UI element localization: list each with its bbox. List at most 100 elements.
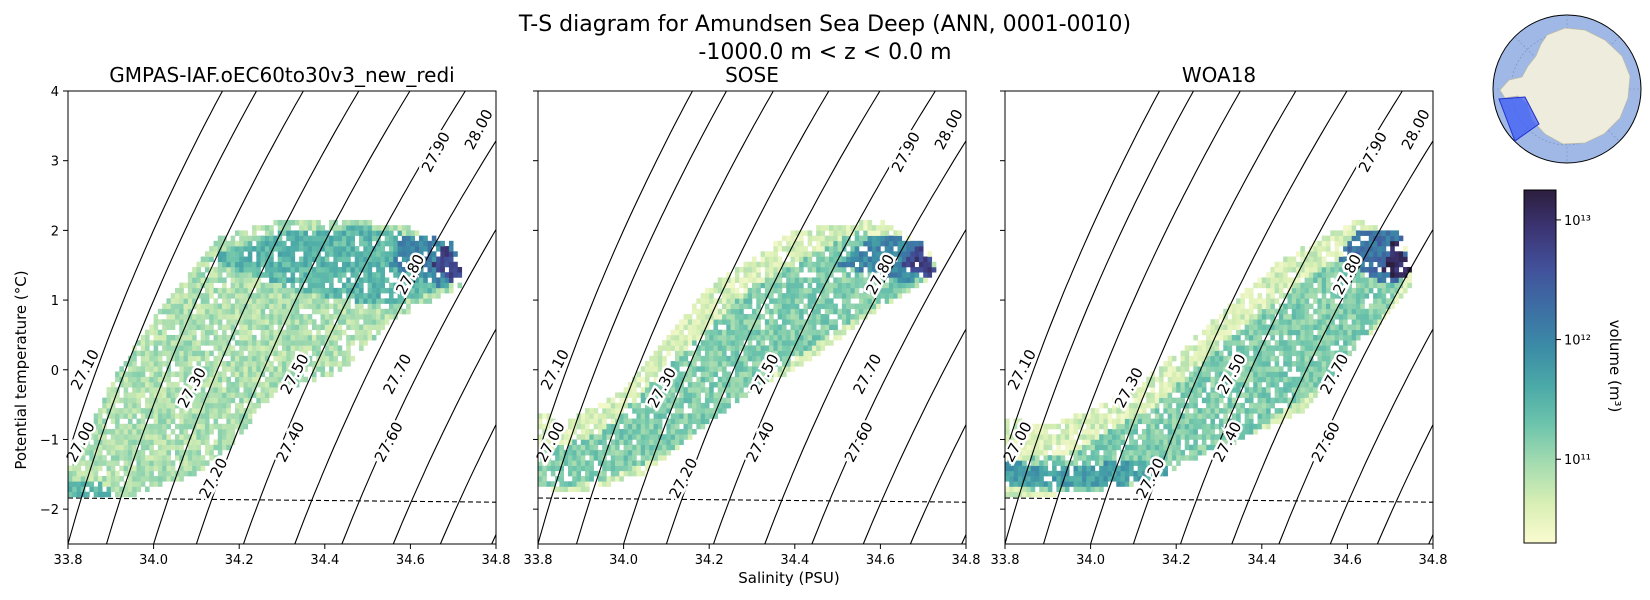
heatmap-cell — [440, 266, 445, 273]
heatmap-cell — [1214, 387, 1220, 393]
heatmap-cell — [179, 444, 184, 451]
heatmap-cell — [1154, 444, 1160, 451]
heatmap-cell — [906, 240, 911, 247]
heatmap-cell — [846, 230, 851, 236]
heatmap-cell — [1159, 439, 1164, 445]
heatmap-cell — [1099, 470, 1104, 477]
heatmap-cell — [204, 460, 210, 466]
heatmap-cell — [311, 350, 317, 357]
heatmap-cell — [1171, 371, 1177, 378]
heatmap-cell — [436, 240, 441, 247]
heatmap-cell — [1270, 314, 1275, 320]
heatmap-cell — [264, 355, 270, 362]
heatmap-cell — [1159, 455, 1164, 461]
heatmap-cell — [803, 350, 808, 357]
heatmap-cell — [363, 340, 368, 346]
heatmap-cell — [175, 298, 180, 304]
heatmap-cell — [632, 455, 637, 461]
heatmap-cell — [277, 350, 283, 357]
heatmap-cell — [1120, 402, 1126, 409]
heatmap-cell — [752, 334, 757, 341]
heatmap-cell — [756, 350, 761, 357]
heatmap-cell — [692, 329, 697, 336]
heatmap-cell — [777, 345, 783, 351]
heatmap-cell — [247, 418, 253, 425]
heatmap-cell — [816, 282, 821, 289]
heatmap-cell — [204, 277, 210, 283]
heatmap-cell — [247, 340, 253, 346]
heatmap-cell — [1116, 429, 1121, 435]
heatmap-cell — [222, 235, 227, 242]
heatmap-cell — [320, 287, 326, 294]
heatmap-cell — [183, 418, 189, 425]
heatmap-cell — [162, 334, 167, 341]
heatmap-cell — [418, 235, 424, 242]
heatmap-cell — [239, 246, 244, 252]
heatmap-cell — [110, 429, 116, 435]
heatmap-cell — [777, 240, 783, 247]
heatmap-cell — [187, 460, 193, 466]
heatmap-cell — [1219, 423, 1224, 430]
heatmap-cell — [183, 361, 189, 367]
heatmap-cell — [196, 266, 201, 273]
heatmap-cell — [1223, 366, 1228, 372]
heatmap-cell — [871, 266, 877, 273]
panel-title: SOSE — [725, 63, 779, 87]
heatmap-cell — [1223, 413, 1228, 419]
heatmap-cell — [546, 444, 552, 451]
heatmap-cell — [260, 282, 266, 289]
heatmap-cell — [623, 449, 629, 456]
heatmap-cell — [743, 287, 749, 294]
heatmap-cell — [623, 429, 629, 435]
heatmap-cell — [816, 266, 821, 273]
heatmap-cell — [781, 293, 787, 299]
heatmap-cell — [247, 355, 253, 362]
heatmap-cell — [807, 287, 813, 294]
heatmap-cell — [230, 256, 236, 263]
heatmap-cell — [106, 397, 112, 404]
heatmap-cell — [1210, 387, 1216, 393]
heatmap-cell — [162, 470, 167, 477]
heatmap-cell — [1240, 308, 1245, 315]
heatmap-cell — [354, 272, 360, 278]
heatmap-cell — [230, 392, 236, 398]
heatmap-cell — [110, 392, 116, 398]
heatmap-cell — [1236, 308, 1241, 315]
heatmap-cell — [230, 387, 236, 393]
heatmap-cell — [1056, 439, 1061, 445]
heatmap-cell — [747, 272, 753, 278]
heatmap-cell — [863, 225, 868, 231]
heatmap-cell — [687, 434, 693, 440]
heatmap-cell — [363, 319, 368, 325]
heatmap-cell — [730, 298, 736, 304]
heatmap-cell — [243, 293, 249, 299]
heatmap-cell — [1150, 418, 1156, 425]
heatmap-cell — [234, 308, 240, 315]
heatmap-cell — [1043, 460, 1049, 466]
heatmap-cell — [307, 329, 313, 336]
heatmap-cell — [854, 246, 860, 252]
heatmap-cell — [747, 340, 753, 346]
heatmap-cell — [427, 240, 433, 247]
heatmap-cell — [239, 282, 244, 289]
heatmap-cell — [653, 444, 659, 451]
heatmap-cell — [264, 287, 270, 294]
heatmap-cell — [1180, 429, 1186, 435]
heatmap-cell — [286, 246, 291, 252]
heatmap-cell — [739, 266, 744, 273]
heatmap-cell — [217, 402, 223, 409]
heatmap-cell — [807, 324, 813, 330]
heatmap-cell — [1013, 434, 1019, 440]
heatmap-cell — [448, 256, 454, 263]
heatmap-cell — [316, 329, 321, 336]
heatmap-cell — [602, 439, 607, 445]
heatmap-cell — [1231, 402, 1237, 409]
heatmap-cell — [85, 481, 90, 487]
heatmap-cell — [175, 402, 180, 409]
heatmap-cell — [722, 366, 727, 372]
heatmap-cell — [542, 476, 547, 482]
heatmap-cell — [863, 287, 868, 294]
heatmap-cell — [209, 449, 214, 456]
heatmap-cell — [704, 350, 710, 357]
heatmap-cell — [102, 460, 107, 466]
